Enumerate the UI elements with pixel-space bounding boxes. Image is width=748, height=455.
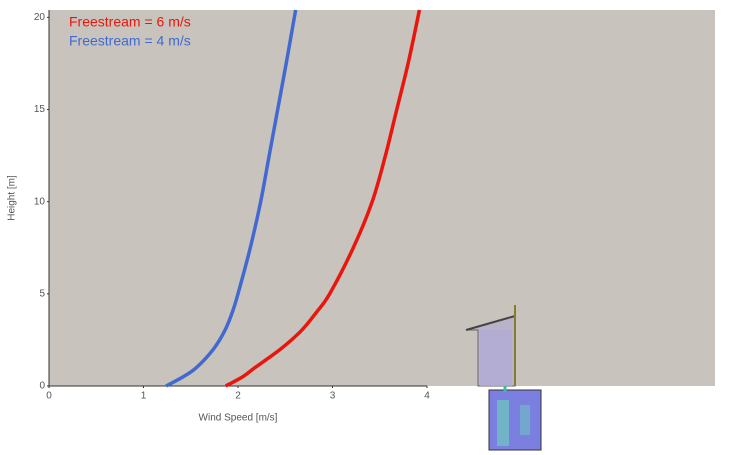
plot-background: [49, 10, 715, 386]
x-tick-label: 3: [330, 391, 336, 402]
x-tick-label: 2: [235, 391, 241, 402]
building-diagram: [465, 305, 542, 451]
x-tick-label: 1: [141, 391, 147, 402]
y-tick-label: 0: [39, 381, 45, 392]
y-tick-label: 10: [34, 196, 46, 207]
x-tick-label: 4: [424, 391, 430, 402]
series-line: [224, 9, 422, 388]
y-tick-label: 15: [34, 104, 46, 115]
y-axis-label: Height [m]: [7, 175, 18, 221]
legend-entry: Freestream = 6 m/s: [69, 14, 191, 30]
x-axis-label: Wind Speed [m/s]: [199, 413, 278, 424]
y-tick-label: 5: [39, 288, 45, 299]
y-tick-label: 20: [34, 12, 46, 23]
series-line: [165, 9, 298, 388]
legend-entry: Freestream = 4 m/s: [69, 33, 191, 49]
x-tick-label: 0: [46, 391, 52, 402]
